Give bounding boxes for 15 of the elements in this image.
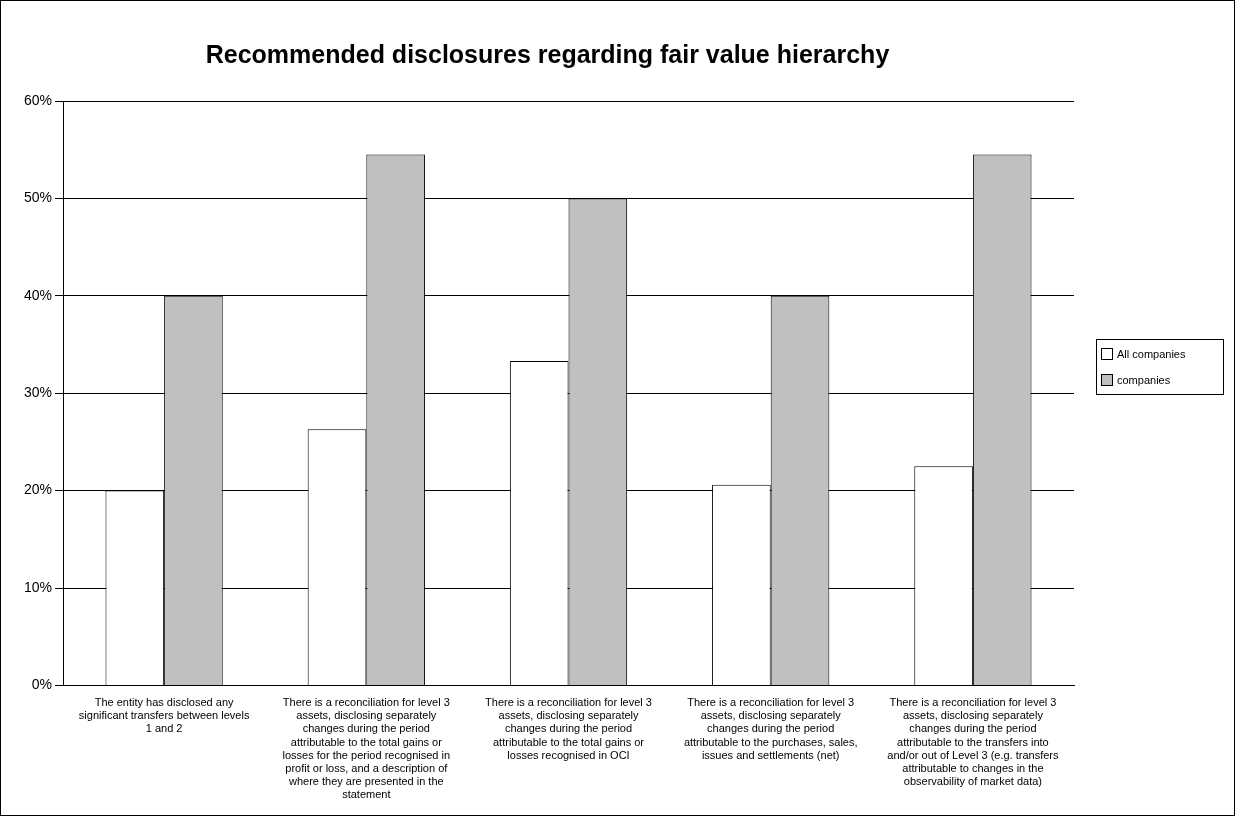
y-tick-label: 0% <box>31 676 53 693</box>
x-tick-label: There is a reconciliation for level 3 assets, disclosing separately changes during the period attributable to the transfers into and/or out of Level 3 (e.g. transfers attributable to changes in the observability of market data) <box>887 696 1059 788</box>
x-tick-label: There is a reconciliation for level 3 assets, disclosing separately changes during the period attributable to the purchases, sales, issues and settlements (net) <box>683 696 858 761</box>
legend-label: companies <box>1117 374 1171 386</box>
y-tick-label: 40% <box>23 286 53 303</box>
x-tick-label: The entity has disclosed any significant transfers between levels 1 and 2 <box>78 696 250 735</box>
y-tick-label: 30% <box>23 384 53 401</box>
y-tick-label: 10% <box>23 578 53 595</box>
y-tick-label: 50% <box>23 189 53 206</box>
x-tick-label: There is a reconciliation for level 3 assets, disclosing separately changes during the period attributable to the total gains or losses for the period recognised in profit or loss, and a description of where they are presented in the statement <box>282 696 451 801</box>
chart-title: Recommended disclosures regarding fair value hierarchy <box>205 39 890 68</box>
legend-label: All companies <box>1117 348 1186 360</box>
y-tick-label: 20% <box>23 481 53 498</box>
x-tick-label: There is a reconciliation for level 3 assets, disclosing separately changes during the period attributable to the total gains or losses recognised in OCI <box>485 696 652 761</box>
y-tick-label: 60% <box>23 91 53 108</box>
